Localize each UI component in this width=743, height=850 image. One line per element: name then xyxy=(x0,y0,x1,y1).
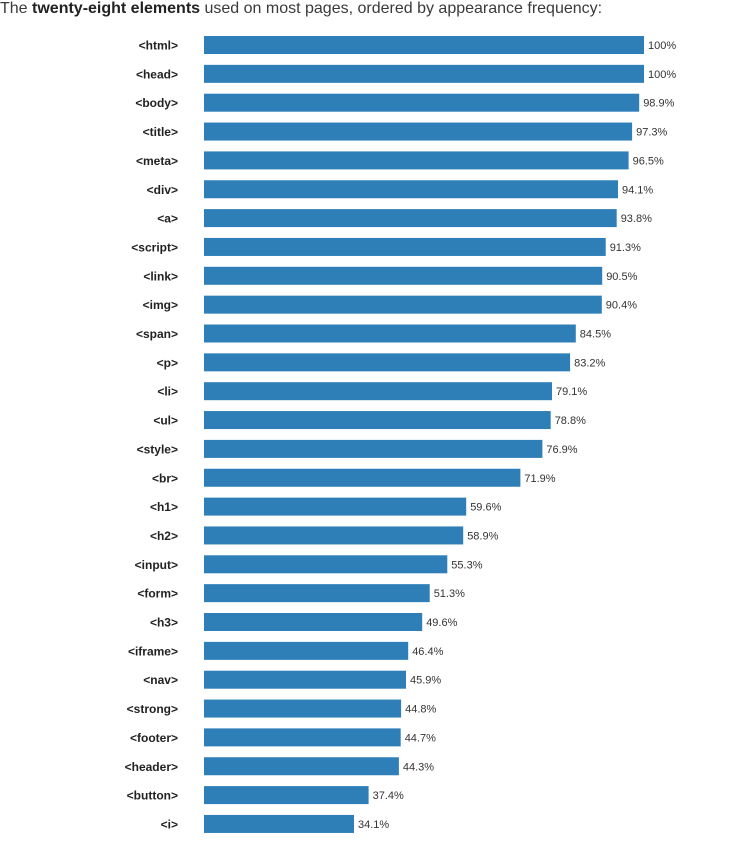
category-label: <meta> xyxy=(136,154,178,168)
category-label: <html> xyxy=(139,39,178,53)
chart-heading: The twenty-eight elements used on most p… xyxy=(0,0,743,22)
bar xyxy=(204,382,552,401)
category-label: <img> xyxy=(143,298,178,312)
bar xyxy=(204,209,617,228)
category-label: <style> xyxy=(137,442,178,456)
category-label: <form> xyxy=(137,587,178,601)
value-label: 44.3% xyxy=(403,761,434,773)
category-label: <i> xyxy=(161,817,178,831)
bar xyxy=(204,122,633,141)
category-label: <br> xyxy=(152,471,178,485)
category-label: <p> xyxy=(157,356,178,370)
value-label: 76.9% xyxy=(546,444,577,456)
category-label: <link> xyxy=(143,269,178,283)
bar xyxy=(204,180,618,199)
bar xyxy=(204,555,448,574)
bar xyxy=(204,699,402,718)
value-label: 51.3% xyxy=(434,588,465,600)
bar xyxy=(204,670,406,689)
category-label: <button> xyxy=(127,789,178,803)
bar xyxy=(204,613,423,631)
category-label: <a> xyxy=(157,212,178,226)
value-label: 83.2% xyxy=(574,357,605,369)
bar xyxy=(204,353,571,372)
bar xyxy=(204,526,464,545)
value-label: 97.3% xyxy=(636,127,667,139)
bar xyxy=(204,36,644,54)
value-label: 46.4% xyxy=(412,646,443,658)
category-label: <input> xyxy=(135,558,178,572)
heading-prefix: The xyxy=(0,0,33,17)
bar xyxy=(204,295,602,314)
value-label: 37.4% xyxy=(373,790,404,802)
value-label: 84.5% xyxy=(580,329,611,341)
category-label: <iframe> xyxy=(128,644,178,658)
category-label: <script> xyxy=(131,240,178,254)
bar xyxy=(204,497,467,516)
value-label: 49.6% xyxy=(426,617,457,629)
bar xyxy=(204,411,551,430)
bar xyxy=(204,728,401,747)
category-label: <strong> xyxy=(127,702,178,716)
bar xyxy=(204,266,603,285)
bar xyxy=(204,93,640,112)
value-label: 93.8% xyxy=(621,213,652,225)
category-label: <h1> xyxy=(150,500,178,514)
value-label: 94.1% xyxy=(622,184,653,196)
value-label: 79.1% xyxy=(556,386,587,398)
bar xyxy=(204,151,629,170)
bar xyxy=(204,468,521,487)
value-label: 55.3% xyxy=(451,559,482,571)
value-label: 100% xyxy=(648,69,676,81)
value-label: 71.9% xyxy=(524,473,555,485)
bar xyxy=(204,237,606,256)
category-label: <h2> xyxy=(150,529,178,543)
value-label: 98.9% xyxy=(643,98,674,110)
bar xyxy=(204,757,399,776)
category-label: <footer> xyxy=(130,731,178,745)
value-label: 78.8% xyxy=(555,415,586,427)
value-label: 90.5% xyxy=(606,271,637,283)
bar xyxy=(204,584,430,603)
value-label: 58.9% xyxy=(467,530,498,542)
category-label: <span> xyxy=(136,327,178,341)
category-label: <ul> xyxy=(153,414,178,428)
value-label: 91.3% xyxy=(610,242,641,254)
bar xyxy=(204,439,543,458)
value-label: 44.8% xyxy=(405,704,436,716)
bar xyxy=(204,324,576,343)
value-label: 90.4% xyxy=(606,300,637,312)
category-label: <li> xyxy=(157,385,178,399)
category-label: <head> xyxy=(136,67,178,81)
value-label: 59.6% xyxy=(470,502,501,514)
value-label: 100% xyxy=(648,40,676,52)
category-label: <nav> xyxy=(143,673,178,687)
bar xyxy=(204,786,369,805)
bar xyxy=(204,814,354,833)
value-label: 96.5% xyxy=(633,155,664,167)
bar xyxy=(204,64,644,83)
category-label: <body> xyxy=(135,96,178,110)
value-label: 45.9% xyxy=(410,675,441,687)
category-label: <title> xyxy=(143,125,178,139)
heading-suffix: used on most pages, ordered by appearanc… xyxy=(200,0,603,17)
category-label: <header> xyxy=(125,760,178,774)
heading-emphasis: twenty-eight elements xyxy=(32,0,201,17)
value-label: 34.1% xyxy=(358,819,389,831)
category-label: <div> xyxy=(147,183,178,197)
value-label: 44.7% xyxy=(405,732,436,744)
bar xyxy=(204,641,409,660)
category-label: <h3> xyxy=(150,616,178,630)
